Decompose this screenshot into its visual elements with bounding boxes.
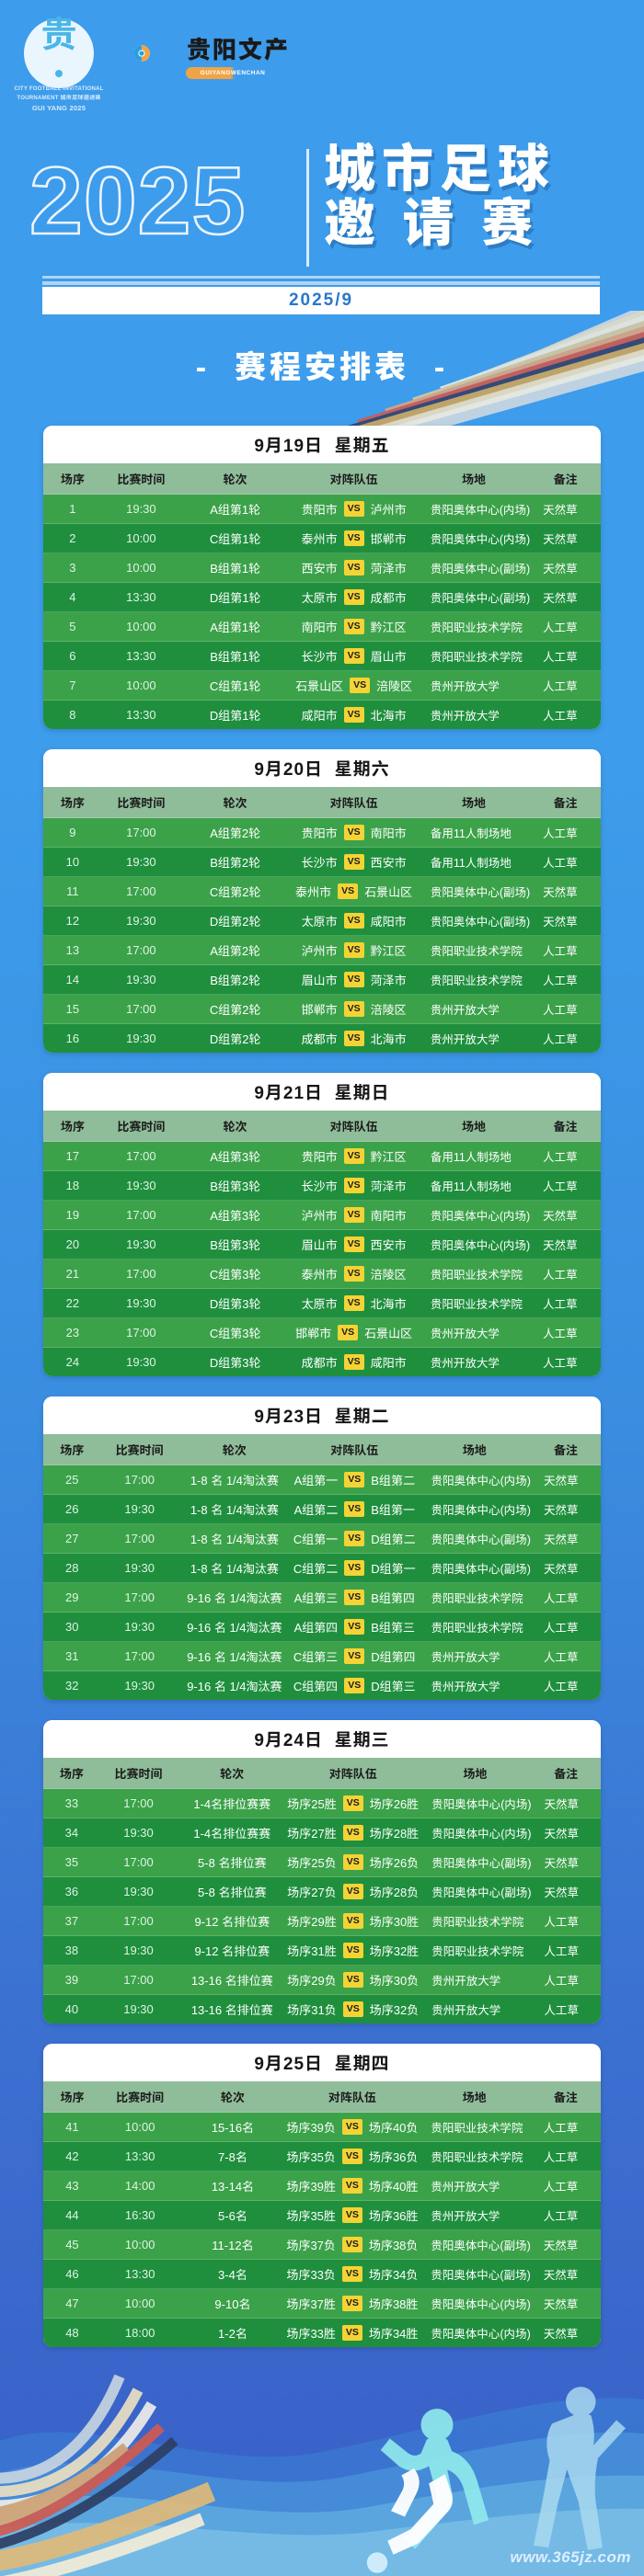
svg-text:贵: 贵 [40,17,76,58]
